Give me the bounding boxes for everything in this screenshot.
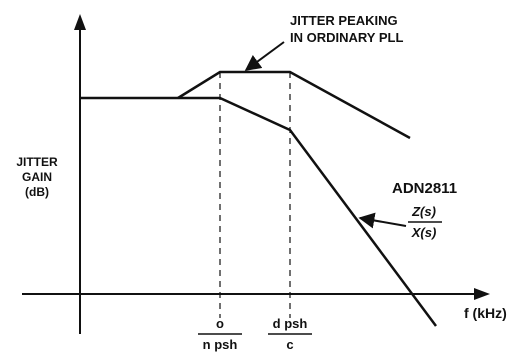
y-axis-label-line-1: JITTER — [16, 155, 58, 169]
peaking-label-line-2: IN ORDINARY PLL — [290, 30, 403, 45]
ordinary-pll-curve — [177, 70, 411, 140]
transfer-numerator: Z(s) — [411, 204, 436, 219]
transfer-denominator: X(s) — [411, 225, 437, 240]
peaking-label-line-1: JITTER PEAKING — [290, 13, 398, 28]
adn2811-curve — [80, 96, 438, 327]
tick-1-numerator: o — [216, 316, 224, 331]
peaking-pointer-arrow — [244, 41, 285, 71]
tick-1-denominator: n psh — [203, 337, 238, 352]
y-axis-label-line-2: GAIN — [22, 170, 52, 184]
x-axis-arrow-icon — [474, 288, 490, 300]
tick-2-numerator: d psh — [273, 316, 308, 331]
y-axis-arrow-icon — [74, 14, 86, 30]
x-axis-label: f (kHz) — [464, 305, 507, 321]
tick-2-denominator: c — [286, 337, 293, 352]
adn2811-pointer-arrow — [358, 212, 407, 229]
device-label: ADN2811 — [392, 180, 457, 197]
y-axis-label-line-3: (dB) — [25, 185, 49, 199]
